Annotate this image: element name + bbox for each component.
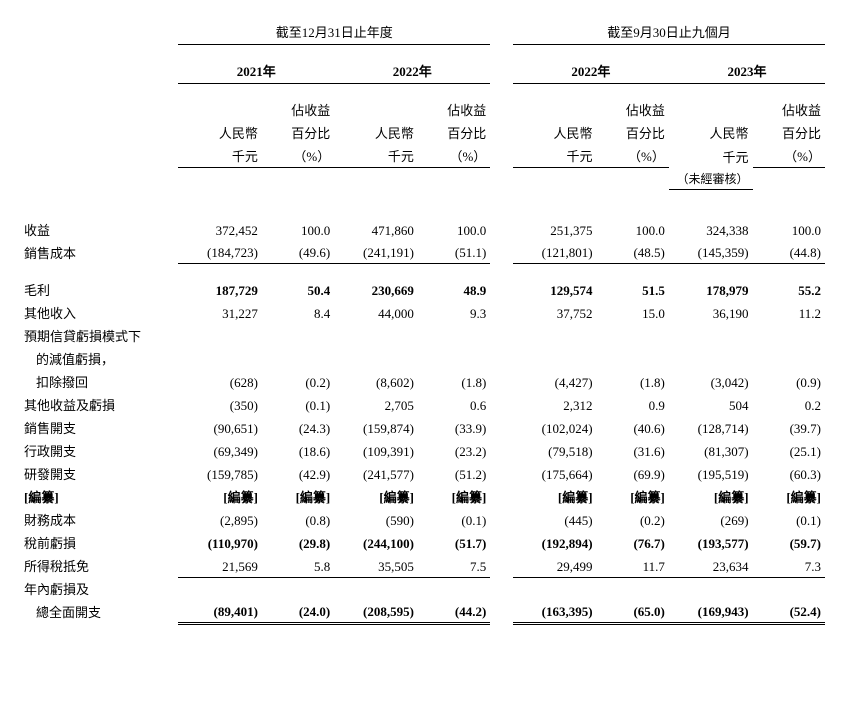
row-cost-of-sales: 銷售成本 (184,723) (49.6) (241,191) (51.1) (…	[20, 241, 825, 264]
row-gross-profit: 毛利 187,729 50.4 230,669 48.9 129,574 51.…	[20, 278, 825, 301]
row-loss-year-head: 年內虧損及	[20, 577, 825, 600]
row-other-gains-losses: 其他收益及虧損 (350) (0.1) 2,705 0.6 2,312 0.9 …	[20, 393, 825, 416]
row-tax-credit: 所得稅抵免 21,569 5.8 35,505 7.5 29,499 11.7 …	[20, 554, 825, 577]
year-2022-interim: 2022年	[513, 59, 669, 84]
year-2022-annual: 2022年	[334, 59, 490, 84]
row-redacted: [編纂] [編纂] [編纂] [編纂] [編纂] [編纂] [編纂] [編纂] …	[20, 485, 825, 508]
period-header-row: 截至12月31日止年度 截至9月30日止九個月	[20, 20, 825, 45]
row-ecl-line2: 的減值虧損，	[20, 347, 825, 370]
row-finance-cost: 財務成本 (2,895) (0.8) (590) (0.1) (445) (0.…	[20, 508, 825, 531]
unit-header-row-1: 佔收益 佔收益 佔收益 佔收益	[20, 98, 825, 121]
year-header-row: 2021年 2022年 2022年 2023年	[20, 59, 825, 84]
row-ecl-values: 扣除撥回 (628) (0.2) (8,602) (1.8) (4,427) (…	[20, 370, 825, 393]
row-revenue: 收益 372,452 100.0 471,860 100.0 251,375 1…	[20, 218, 825, 241]
row-total-comprehensive: 總全面開支 (89,401) (24.0) (208,595) (44.2) (…	[20, 600, 825, 623]
interim-period-header: 截至9月30日止九個月	[513, 20, 825, 45]
unit-header-row-2: 人民幣 百分比 人民幣 百分比 人民幣 百分比 人民幣 百分比	[20, 121, 825, 144]
row-selling-expenses: 銷售開支 (90,651) (24.3) (159,874) (33.9) (1…	[20, 416, 825, 439]
row-admin-expenses: 行政開支 (69,349) (18.6) (109,391) (23.2) (7…	[20, 439, 825, 462]
annual-period-header: 截至12月31日止年度	[178, 20, 490, 45]
unit-header-row-4: （未經審核）	[20, 168, 825, 190]
year-2023: 2023年	[669, 59, 825, 84]
row-loss-before-tax: 稅前虧損 (110,970) (29.8) (244,100) (51.7) (…	[20, 531, 825, 554]
row-other-income: 其他收入 31,227 8.4 44,000 9.3 37,752 15.0 3…	[20, 301, 825, 324]
year-2021: 2021年	[178, 59, 334, 84]
row-rd-expenses: 研發開支 (159,785) (42.9) (241,577) (51.2) (…	[20, 462, 825, 485]
row-ecl-head: 預期信貸虧損模式下	[20, 324, 825, 347]
financial-table: 截至12月31日止年度 截至9月30日止九個月 2021年 2022年 2022…	[20, 20, 825, 625]
unit-header-row-3: 千元 （%） 千元 （%） 千元 （%） 千元 （%）	[20, 144, 825, 168]
